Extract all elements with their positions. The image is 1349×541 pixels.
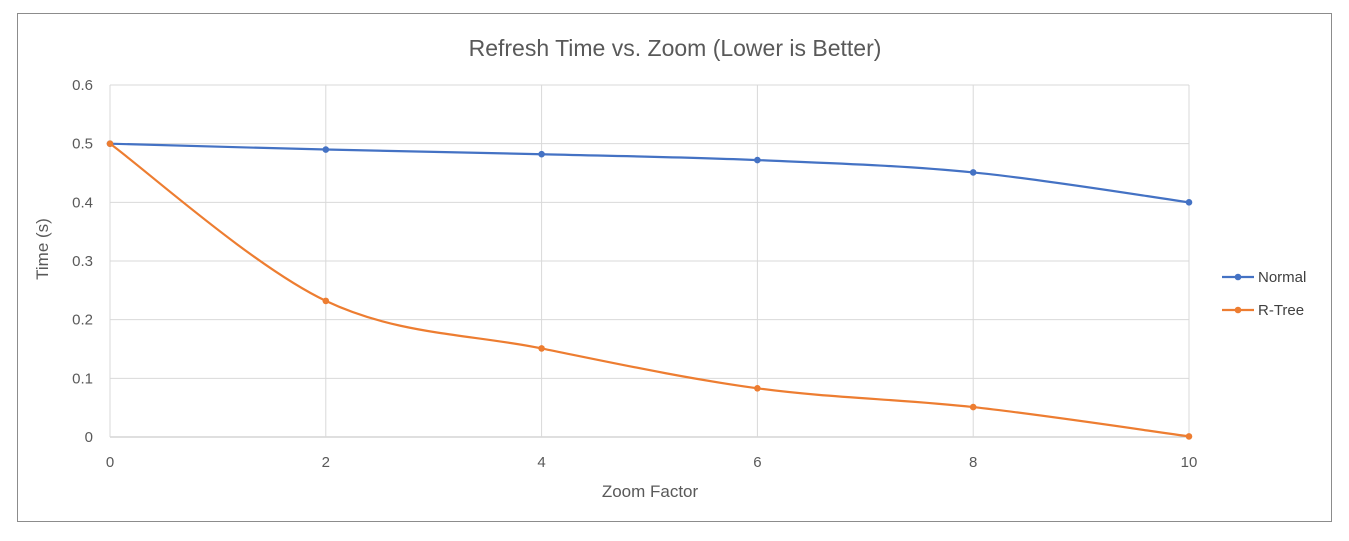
legend: Normal R-Tree (1222, 269, 1306, 319)
x-tick-labels: 0 2 4 6 8 10 (106, 454, 1198, 471)
x-tick-label: 2 (322, 454, 330, 471)
chart-title: Refresh Time vs. Zoom (Lower is Better) (469, 35, 882, 61)
y-tick-label: 0 (85, 429, 93, 446)
x-tick-label: 4 (537, 454, 545, 471)
data-point-r-tree (538, 345, 545, 352)
legend-label-normal: Normal (1258, 269, 1306, 286)
y-tick-label: 0.2 (72, 312, 93, 329)
data-point-normal (969, 169, 977, 176)
data-point-normal (1185, 199, 1193, 206)
series-r-tree (106, 140, 1193, 440)
y-tick-label: 0.1 (72, 370, 93, 387)
x-tick-label: 0 (106, 454, 114, 471)
data-point-r-tree (1185, 433, 1193, 440)
y-tick-label: 0.3 (72, 253, 93, 270)
data-point-r-tree (322, 297, 330, 305)
series-layer (106, 140, 1193, 440)
legend-label-r-tree: R-Tree (1258, 302, 1304, 319)
x-axis-title: Zoom Factor (602, 482, 699, 501)
data-point-normal (538, 150, 545, 158)
legend-marker-r-tree (1234, 306, 1242, 314)
data-point-r-tree (106, 140, 114, 147)
series-normal (106, 140, 1193, 206)
y-axis-title: Time (s) (33, 218, 52, 280)
legend-item-normal: Normal (1222, 269, 1306, 286)
series-line-r-tree (108, 142, 1191, 438)
gridlines (109, 84, 1190, 438)
data-point-r-tree (754, 385, 761, 392)
y-tick-labels: 0 0.1 0.2 0.3 0.4 0.5 0.6 (72, 77, 93, 446)
y-tick-label: 0.4 (72, 194, 93, 211)
data-point-normal (754, 156, 761, 164)
y-tick-label: 0.6 (72, 77, 93, 94)
x-tick-label: 10 (1181, 454, 1198, 471)
data-point-normal (322, 146, 330, 153)
legend-marker-normal (1234, 273, 1242, 281)
legend-item-r-tree: R-Tree (1222, 302, 1304, 319)
x-tick-label: 6 (753, 454, 761, 471)
data-point-r-tree (969, 403, 977, 411)
series-line-normal (108, 142, 1191, 204)
x-tick-label: 8 (969, 454, 977, 471)
y-tick-label: 0.5 (72, 136, 93, 153)
